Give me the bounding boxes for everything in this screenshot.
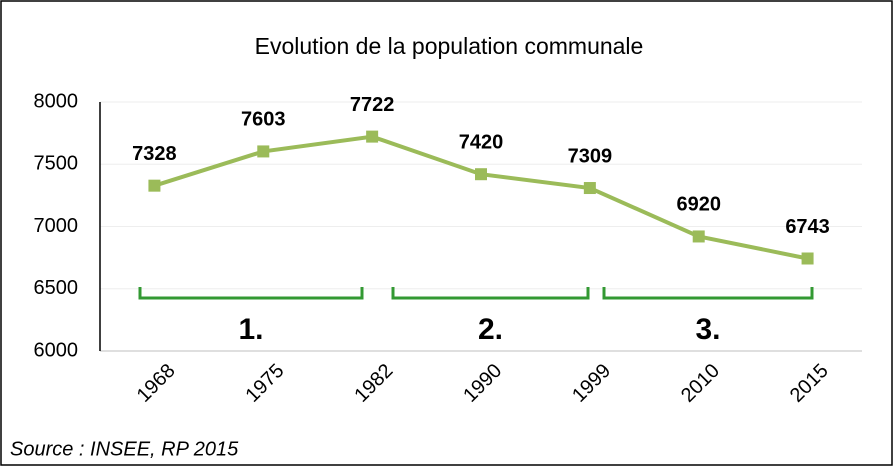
y-tick-label: 6000 xyxy=(34,339,79,361)
bracket xyxy=(602,287,814,300)
data-label: 7420 xyxy=(459,131,504,153)
source: Source : INSEE, RP 2015 xyxy=(10,438,239,460)
annotation: 1. xyxy=(238,313,263,346)
y-tick-label: 6500 xyxy=(34,277,79,299)
marker xyxy=(583,182,596,195)
y-tick-label: 7000 xyxy=(34,215,79,237)
data-label: 7722 xyxy=(350,94,395,116)
data-label: 7309 xyxy=(568,145,613,167)
y-tick-label: 8000 xyxy=(34,90,79,112)
marker xyxy=(148,179,161,192)
marker xyxy=(475,168,487,181)
annotation: 3. xyxy=(695,313,720,346)
data-label: 7328 xyxy=(132,143,177,165)
marker xyxy=(801,252,814,265)
data-label: 7603 xyxy=(241,109,286,131)
chart-title: Evolution de la population communale xyxy=(255,33,644,59)
marker xyxy=(692,230,705,243)
marker xyxy=(257,145,270,158)
data-label: 6743 xyxy=(785,216,830,238)
y-tick-label: 7500 xyxy=(34,153,79,175)
bracket xyxy=(138,287,364,300)
data-label: 6920 xyxy=(676,194,721,216)
bracket xyxy=(391,287,590,300)
marker xyxy=(366,130,379,143)
annotation: 2. xyxy=(478,313,503,346)
